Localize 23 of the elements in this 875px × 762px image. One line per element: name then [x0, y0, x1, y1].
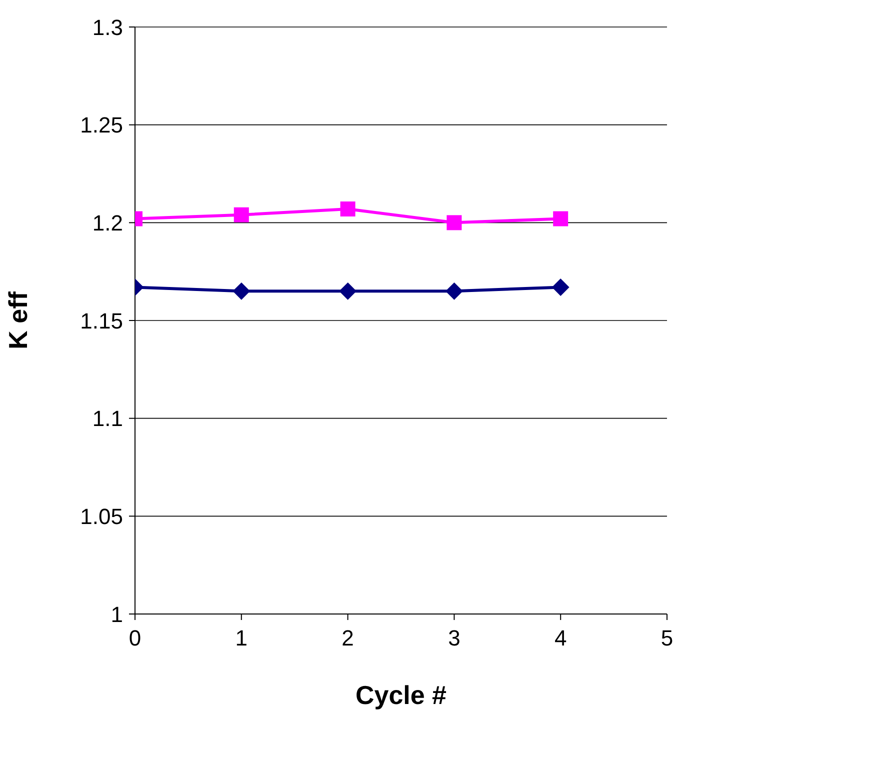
y-axis-title: K eff	[3, 291, 34, 350]
x-tick-label: 1	[235, 626, 248, 651]
y-tick-label: 1.05	[80, 504, 123, 529]
y-tick-label: 1.3	[92, 14, 123, 40]
y-tick-label: 1.25	[80, 112, 123, 138]
y-tick-label: 1.15	[80, 308, 123, 334]
y-tick-label: 1.1	[92, 406, 123, 432]
point	[234, 207, 249, 222]
point	[340, 201, 356, 216]
x-tick-label: 5	[660, 626, 674, 651]
point	[232, 282, 250, 300]
point	[446, 215, 462, 230]
point	[446, 282, 463, 300]
y-tick-label: 1	[110, 602, 123, 627]
x-axis-title: Cycle #	[355, 680, 448, 710]
x-tick-label: 3	[448, 626, 460, 651]
x-tick-label: 0	[128, 626, 142, 651]
x-tick-label: 4	[554, 626, 567, 651]
point	[552, 278, 570, 296]
point	[553, 211, 568, 226]
y-tick-label: 1.2	[92, 210, 123, 236]
x-tick-label: 2	[342, 626, 354, 651]
point	[339, 282, 356, 300]
